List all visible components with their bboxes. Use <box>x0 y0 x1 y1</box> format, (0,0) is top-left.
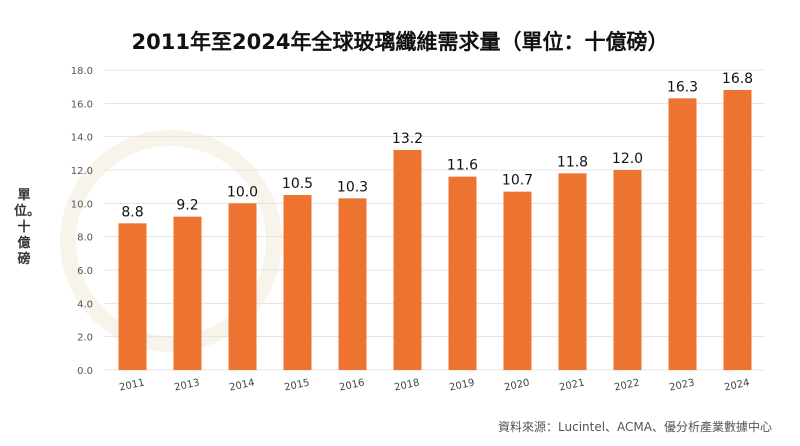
bar <box>723 90 752 370</box>
data-label: 16.8 <box>722 71 753 87</box>
bar <box>173 216 202 370</box>
y-tick-label: 4.0 <box>77 299 93 310</box>
data-label: 10.0 <box>227 184 258 200</box>
y-tick-label: 18.0 <box>71 66 93 77</box>
x-tick-label: 2024 <box>723 378 750 394</box>
y-axis-label: 單位。十億磅 <box>14 188 41 267</box>
y-tick-label: 0.0 <box>77 366 93 377</box>
x-tick-label: 2023 <box>668 378 695 394</box>
bar <box>283 195 312 370</box>
y-tick-label: 2.0 <box>77 333 93 344</box>
y-tick-label: 14.0 <box>71 133 93 144</box>
data-label: 11.8 <box>557 154 588 170</box>
data-label: 8.8 <box>121 204 143 220</box>
data-label: 13.2 <box>392 131 423 147</box>
data-label: 12.0 <box>612 151 643 167</box>
x-tick-label: 2020 <box>503 378 530 394</box>
data-label: 10.5 <box>282 176 313 192</box>
x-tick-label: 2015 <box>283 378 310 394</box>
bar <box>668 98 697 370</box>
bar <box>503 191 532 370</box>
y-tick-label: 16.0 <box>71 99 93 110</box>
data-label: 9.2 <box>176 198 198 214</box>
x-tick-label: 2018 <box>393 378 420 394</box>
bar <box>118 223 147 370</box>
x-tick-label: 2016 <box>338 378 365 394</box>
data-label: 11.6 <box>447 158 478 174</box>
data-label: 10.3 <box>337 179 368 195</box>
bar <box>558 173 587 370</box>
data-label: 16.3 <box>667 79 698 95</box>
bar <box>613 170 642 370</box>
y-tick-label: 6.0 <box>77 266 93 277</box>
x-tick-label: 2021 <box>558 378 585 394</box>
bar <box>338 198 367 370</box>
bar <box>228 203 257 370</box>
chart-title: 2011年至2024年全球玻璃纖維需求量（單位：十億磅） <box>131 30 669 54</box>
x-tick-label: 2019 <box>448 378 475 394</box>
x-tick-label: 2013 <box>173 378 200 394</box>
x-tick-label: 2011 <box>118 378 145 394</box>
x-tick-label: 2022 <box>613 378 640 394</box>
x-tick-label: 2014 <box>228 378 255 394</box>
bar <box>393 150 422 370</box>
y-tick-label: 10.0 <box>71 199 93 210</box>
y-tick-label: 12.0 <box>71 166 93 177</box>
y-tick-label: 8.0 <box>77 233 93 244</box>
data-label: 10.7 <box>502 173 533 189</box>
source-note: 資料來源：Lucintel、ACMA、優分析產業數據中心 <box>498 420 772 434</box>
bar <box>448 176 477 370</box>
